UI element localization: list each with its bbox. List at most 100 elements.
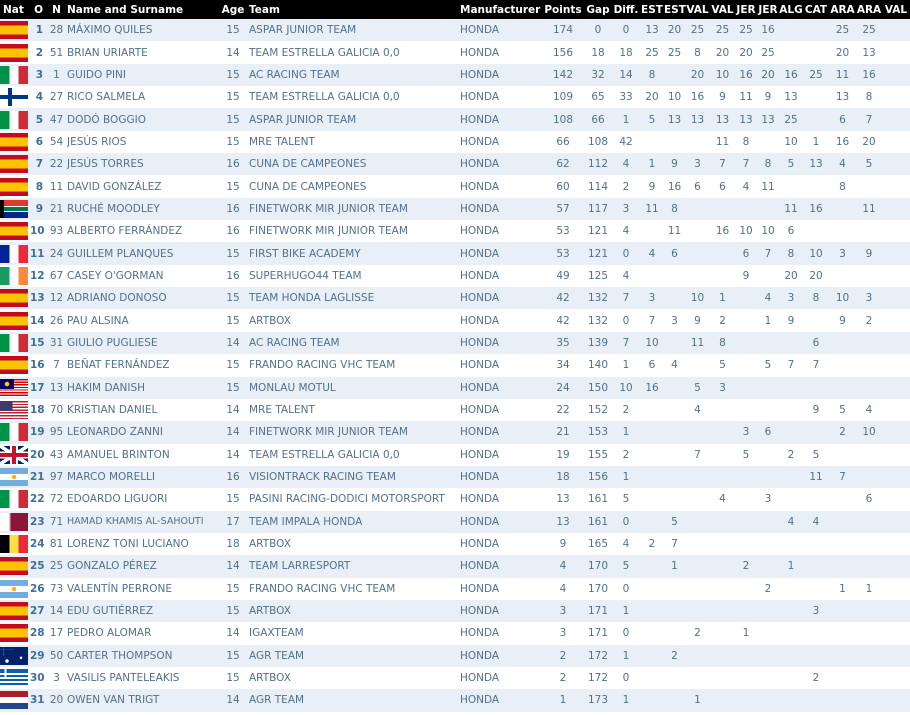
team[interactable]: MRE TALENT <box>249 404 315 417</box>
team[interactable]: FINETWORK MIR JUNIOR TEAM <box>249 197 460 221</box>
team[interactable]: TEAM ESTRELLA GALICIA 0,0 <box>249 46 400 59</box>
table-row[interactable]: 14 26 PAU ALSINA 15 ARTBOX HONDA 42 132 0 7 3 9 2 1 9 9… <box>0 309 910 331</box>
rider-name[interactable]: AMANUEL BRINTON <box>67 448 170 461</box>
team[interactable]: IGAXTEAM <box>249 627 304 640</box>
rider-name[interactable]: GUIDO PINI <box>67 63 217 87</box>
rider-name[interactable]: GONZALO PÉREZ <box>67 555 217 578</box>
col-team[interactable]: Team <box>249 0 460 19</box>
table-row[interactable]: 19 95 LEONARDO ZANNI 14 FINETWORK MIR JUNIOR… <box>0 421 910 444</box>
rider-name[interactable]: HAKIM DANISH <box>67 376 217 399</box>
rider-name[interactable]: ADRIANO DONOSO <box>67 287 217 310</box>
rider-name[interactable]: MARCO MORELLI <box>67 465 217 489</box>
table-row[interactable]: 3 1 GUIDO PINI 15 AC RACING TEAM HONDA 142 32 14… <box>0 63 910 87</box>
rider-name[interactable]: GUILLEM PLANQUES <box>67 242 217 265</box>
table-row[interactable]: 1 28 MÁXIMO QUILES 15 ASPAR JUNIOR TEAM HONDA… <box>0 19 910 42</box>
col-manufacturer[interactable]: Manufacturer <box>460 0 542 19</box>
table-row[interactable]: 2 51 BRIAN URIARTE 14 TEAM ESTRELLA GALICIA … <box>0 41 910 63</box>
table-row[interactable]: 17 13 HAKIM DANISH 15 MONLAU MOTUL HONDA 24 150… <box>0 376 910 399</box>
rider-name[interactable]: RUCHÉ MOODLEY <box>67 197 217 221</box>
col-diff[interactable]: Diff. <box>612 0 640 19</box>
rider-name[interactable]: RICO SALMELA <box>67 91 146 104</box>
rider-name[interactable]: DAVID GONZÁLEZ <box>67 180 162 193</box>
table-row[interactable]: 28 17 PEDRO ALOMAR 14 IGAXTEAM HONDA 3 171 0 2 1 <box>0 622 910 644</box>
table-row[interactable]: 10 93 ALBERTO FERRÁNDEZ 16 FINETWORK MIR JUN… <box>0 220 910 242</box>
table-row[interactable]: 26 73 VALENTÍN PERRONE 15 FRANDO RACING VHC … <box>0 578 910 600</box>
team[interactable]: AGR TEAM <box>249 689 460 712</box>
col-num[interactable]: N <box>46 0 67 19</box>
table-row[interactable]: 31 20 OWEN VAN TRIGT 14 AGR TEAM HONDA 1 173 1 1 <box>0 689 910 712</box>
col-age[interactable]: Age <box>217 0 249 19</box>
team[interactable]: ARTBOX <box>249 672 291 685</box>
team[interactable]: FINETWORK MIR JUNIOR TEAM <box>249 225 408 238</box>
col-race-10[interactable]: ARA <box>856 0 882 19</box>
rider-name[interactable]: HAMAD KHAMIS AL-SAHOUTI <box>67 510 217 533</box>
table-row[interactable]: 15 31 GIULIO PUGLIESE 14 AC RACING TEAM HONDA… <box>0 331 910 355</box>
rider-name[interactable]: ALBERTO FERRÁNDEZ <box>67 225 183 238</box>
team[interactable]: AC RACING TEAM <box>249 63 460 87</box>
rider-name[interactable]: BEÑAT FERNÁNDEZ <box>67 359 170 372</box>
team[interactable]: TEAM ESTRELLA GALICIA 0,0 <box>249 448 400 461</box>
col-nat[interactable]: Nat <box>0 0 30 19</box>
team[interactable]: TEAM IMPALA HONDA <box>249 510 460 533</box>
col-name[interactable]: Name and Surname <box>67 0 217 19</box>
table-row[interactable]: 25 25 GONZALO PÉREZ 14 TEAM LARRESPORT HONDA 4… <box>0 555 910 578</box>
team[interactable]: FRANDO RACING VHC TEAM <box>249 582 396 595</box>
table-row[interactable]: 22 72 EDOARDO LIGUORI 15 PASINI RACING-DODIC… <box>0 488 910 510</box>
table-row[interactable]: 16 7 BEÑAT FERNÁNDEZ 15 FRANDO RACING VHC TE… <box>0 354 910 376</box>
col-race-4[interactable]: VAL <box>710 0 735 19</box>
table-row[interactable]: 18 70 KRISTIAN DANIEL 14 MRE TALENT HONDA 22 15… <box>0 399 910 421</box>
rider-name[interactable]: OWEN VAN TRIGT <box>67 689 217 712</box>
rider-name[interactable]: MÁXIMO QUILES <box>67 19 217 42</box>
col-race-7[interactable]: ALG <box>779 0 803 19</box>
table-row[interactable]: 27 14 EDU GUTIÉRREZ 15 ARTBOX HONDA 3 171 1 3 <box>0 599 910 623</box>
team[interactable]: ARTBOX <box>249 599 460 623</box>
table-row[interactable]: 12 67 CASEY O'GORMAN 16 SUPERHUGO44 TEAM HOND… <box>0 265 910 287</box>
col-pos[interactable]: O <box>30 0 46 19</box>
team[interactable]: FIRST BIKE ACADEMY <box>249 242 460 265</box>
table-row[interactable]: 30 3 VASILIS PANTELEAKIS 15 ARTBOX HONDA 2 172 0… <box>0 667 910 689</box>
table-row[interactable]: 11 24 GUILLEM PLANQUES 15 FIRST BIKE ACADEMY… <box>0 242 910 265</box>
team[interactable]: ARTBOX <box>249 314 291 327</box>
col-points[interactable]: Points <box>542 0 584 19</box>
team[interactable]: TEAM HONDA LAGLISSE <box>249 287 460 310</box>
table-row[interactable]: 9 21 RUCHÉ MOODLEY 16 FINETWORK MIR JUNIOR T… <box>0 197 910 221</box>
rider-name[interactable]: LEONARDO ZANNI <box>67 421 217 444</box>
rider-name[interactable]: VASILIS PANTELEAKIS <box>67 672 180 685</box>
team[interactable]: FINETWORK MIR JUNIOR TEAM <box>249 421 460 444</box>
table-row[interactable]: 21 97 MARCO MORELLI 16 VISIONTRACK RACING TE… <box>0 465 910 489</box>
team[interactable]: MONLAU MOTUL <box>249 376 460 399</box>
table-row[interactable]: 24 81 LORENZ TONI LUCIANO 18 ARTBOX HONDA 9 165… <box>0 533 910 555</box>
rider-name[interactable]: KRISTIAN DANIEL <box>67 404 158 417</box>
table-row[interactable]: 8 11 DAVID GONZÁLEZ 15 CUNA DE CAMPEONES HOND… <box>0 175 910 197</box>
col-race-8[interactable]: CAT <box>803 0 829 19</box>
table-row[interactable]: 7 22 JESÚS TORRES 16 CUNA DE CAMPEONES HONDA 6… <box>0 153 910 176</box>
team[interactable]: ASPAR JUNIOR TEAM <box>249 108 460 131</box>
team[interactable]: PASINI RACING-DODICI MOTORSPORT <box>249 493 445 506</box>
rider-name[interactable]: DODÓ BOGGIO <box>67 108 217 131</box>
col-race-5[interactable]: JER <box>735 0 757 19</box>
team[interactable]: VISIONTRACK RACING TEAM <box>249 465 460 489</box>
rider-name[interactable]: VALENTÍN PERRONE <box>67 582 173 595</box>
col-race-9[interactable]: ARA <box>829 0 856 19</box>
rider-name[interactable]: EDU GUTIÉRREZ <box>67 599 217 623</box>
table-row[interactable]: 6 54 JESÚS RIOS 15 MRE TALENT HONDA 66 108 42 11 8… <box>0 131 910 153</box>
col-race-2[interactable]: EST <box>664 0 686 19</box>
col-race-1[interactable]: EST <box>640 0 664 19</box>
team[interactable]: MRE TALENT <box>249 135 315 148</box>
table-row[interactable]: 4 27 RICO SALMELA 15 TEAM ESTRELLA GALICIA 0… <box>0 86 910 108</box>
table-row[interactable]: 20 43 AMANUEL BRINTON 14 TEAM ESTRELLA GALIC… <box>0 444 910 466</box>
col-race-6[interactable]: JER <box>757 0 779 19</box>
rider-name[interactable]: PEDRO ALOMAR <box>67 627 152 640</box>
team[interactable]: CUNA DE CAMPEONES <box>249 180 367 193</box>
team[interactable]: CUNA DE CAMPEONES <box>249 153 460 176</box>
table-row[interactable]: 23 71 HAMAD KHAMIS AL-SAHOUTI 17 TEAM IMPALA… <box>0 510 910 533</box>
team[interactable]: SUPERHUGO44 TEAM <box>249 269 362 282</box>
rider-name[interactable]: LORENZ TONI LUCIANO <box>67 538 189 551</box>
team[interactable]: AC RACING TEAM <box>249 331 460 355</box>
table-row[interactable]: 29 50 CARTER THOMPSON 15 AGR TEAM HONDA 2 172 1 2 <box>0 644 910 667</box>
team[interactable]: TEAM LARRESPORT <box>249 555 460 578</box>
table-row[interactable]: 13 12 ADRIANO DONOSO 15 TEAM HONDA LAGLISSE H… <box>0 287 910 310</box>
col-gap[interactable]: Gap <box>584 0 612 19</box>
col-race-3[interactable]: VAL <box>685 0 710 19</box>
rider-name[interactable]: EDOARDO LIGUORI <box>67 493 168 506</box>
